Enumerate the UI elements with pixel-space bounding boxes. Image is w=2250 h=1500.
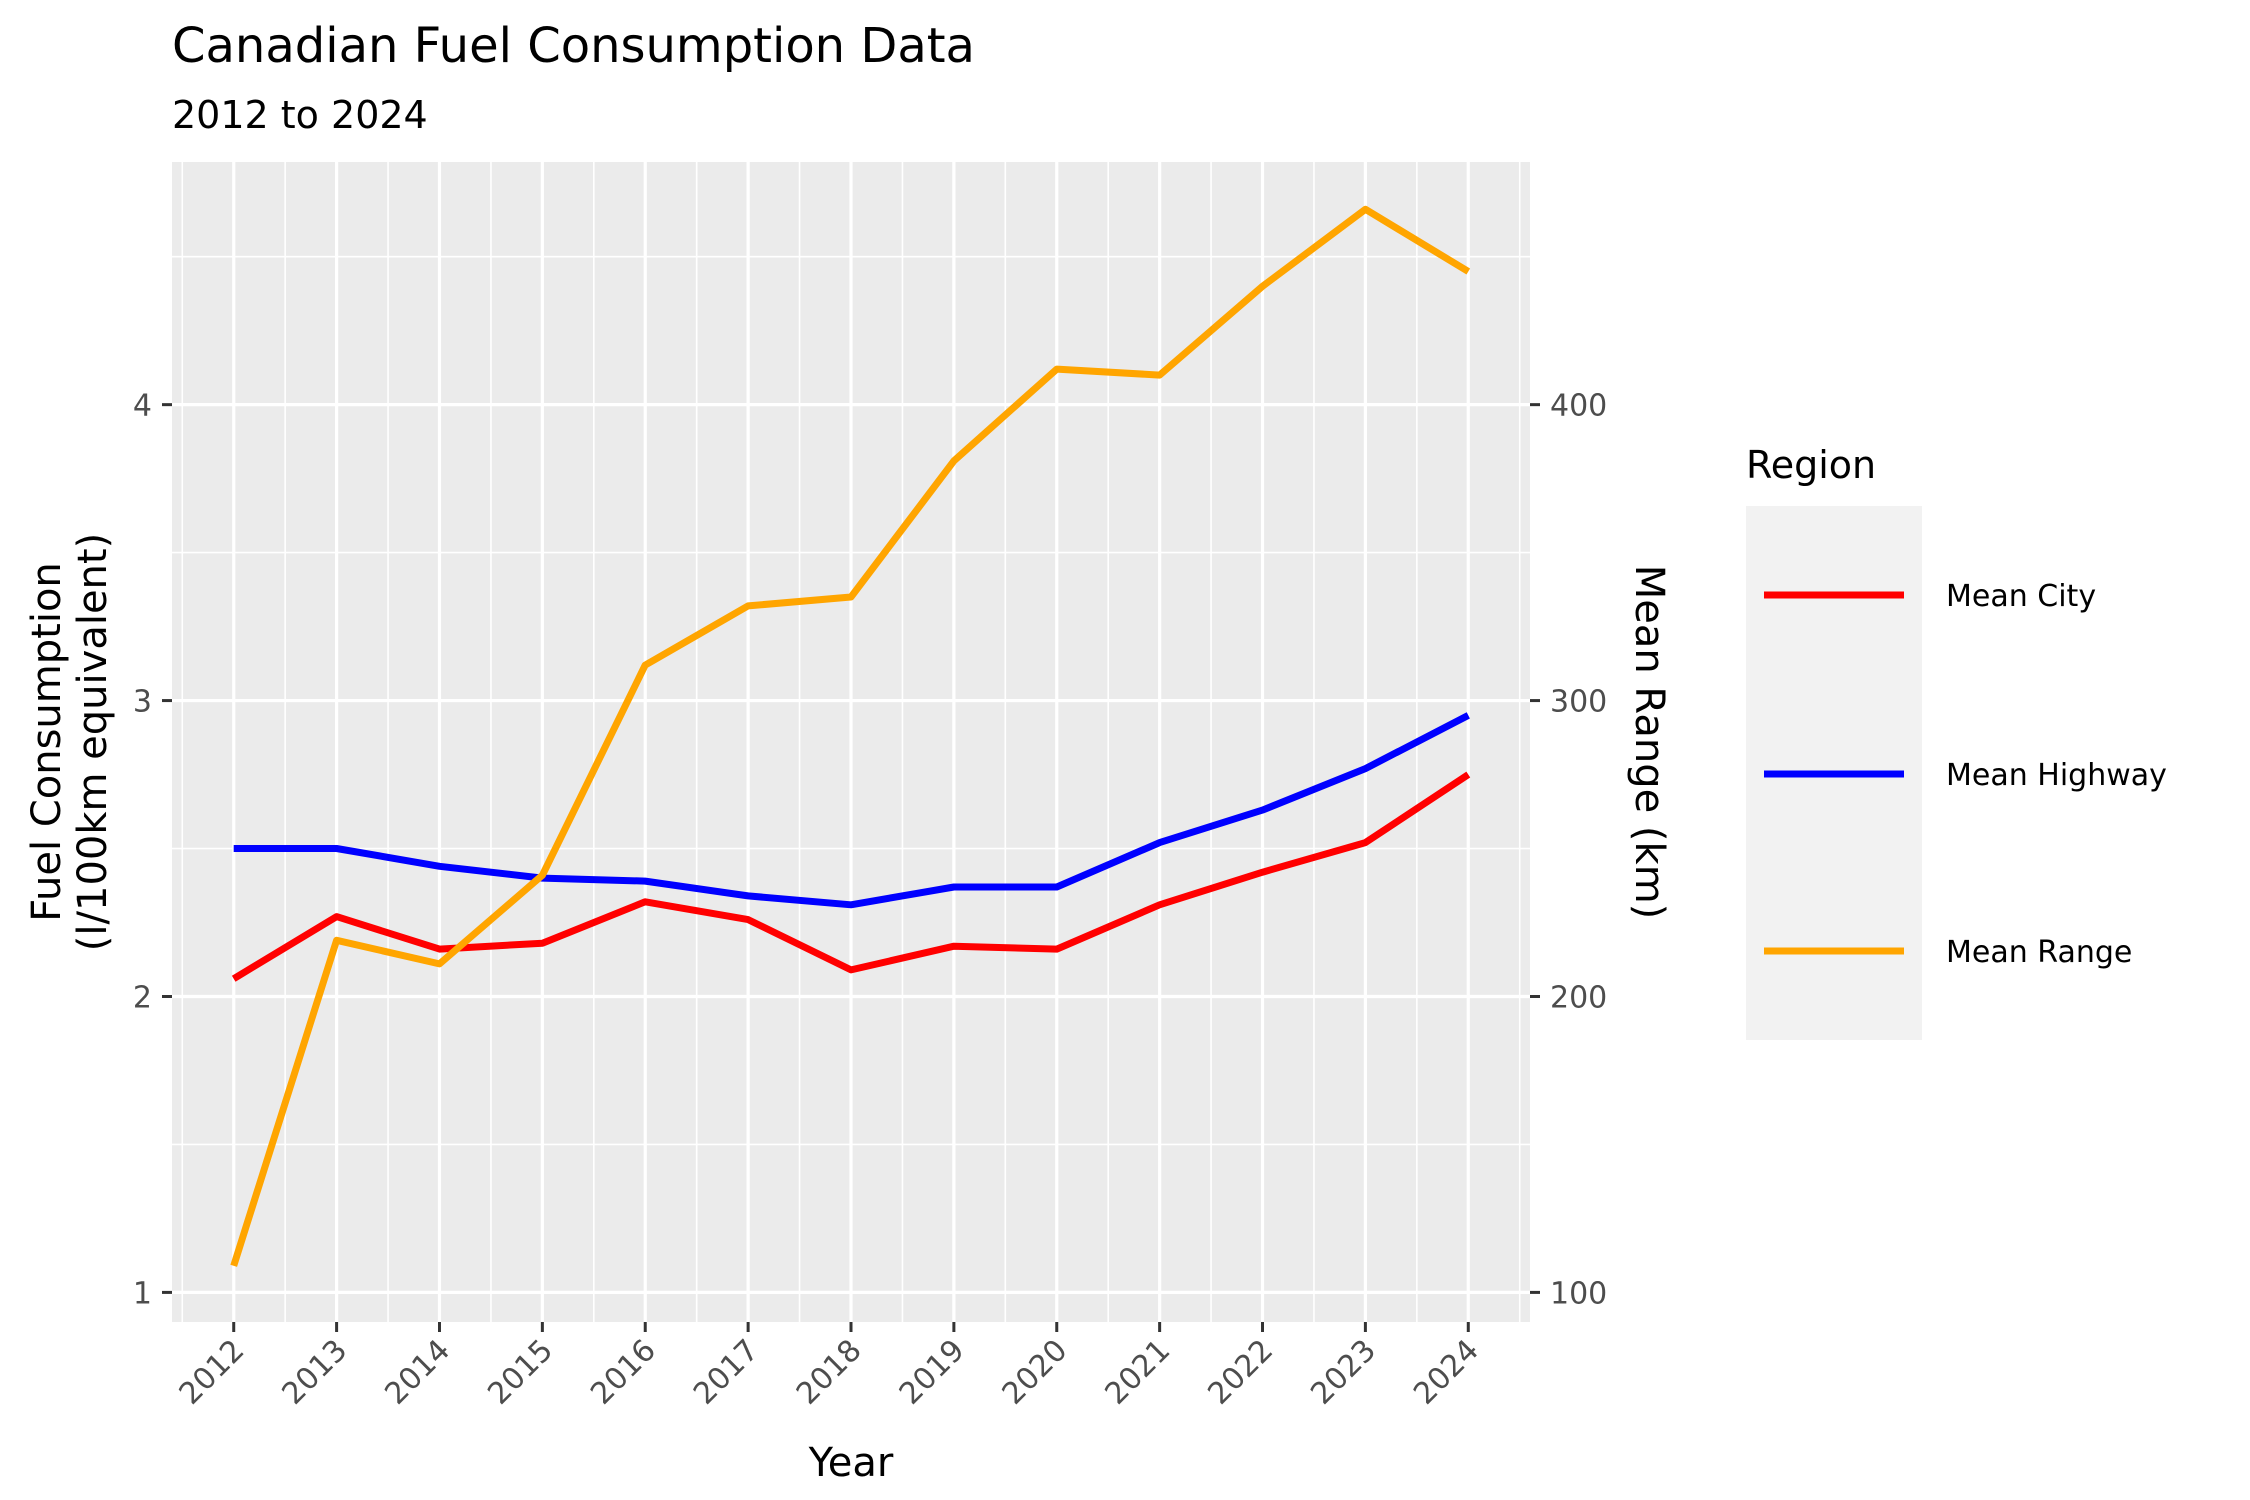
y-axis-title-line2: (l/100km equivalent) xyxy=(70,533,116,951)
y2-tick-label: 300 xyxy=(1550,685,1607,720)
x-tick-label: 2012 xyxy=(173,1333,252,1412)
x-tick-label: 2023 xyxy=(1304,1333,1383,1412)
legend: Region Mean City Mean Highway Mean Range xyxy=(1746,443,2167,1040)
x-axis: 2012 2013 2014 2015 2016 2017 2018 2019 2020 2021… xyxy=(173,1322,1486,1412)
legend-label: Mean Range xyxy=(1946,935,2132,970)
chart-title: Canadian Fuel Consumption Data xyxy=(172,18,975,74)
y2-tick-label: 400 xyxy=(1550,389,1607,424)
y2-axis-title: Mean Range (km) xyxy=(1626,565,1672,920)
x-tick-label: 2019 xyxy=(893,1333,972,1412)
x-tick-label: 2018 xyxy=(790,1333,869,1412)
legend-label: Mean Highway xyxy=(1946,758,2167,793)
y-axis-title-line1: Fuel Consumption xyxy=(24,562,70,922)
series-line-mean-city xyxy=(231,771,1471,982)
legend-label: Mean City xyxy=(1946,579,2096,614)
chart-subtitle: 2012 to 2024 xyxy=(172,93,428,137)
left-axis: 1 2 3 4 xyxy=(133,389,172,1311)
x-tick-label: 2014 xyxy=(378,1333,457,1412)
y-tick-label: 1 xyxy=(133,1276,152,1311)
y-tick-label: 4 xyxy=(133,389,152,424)
x-tick-label: 2021 xyxy=(1099,1333,1178,1412)
x-tick-label: 2016 xyxy=(584,1333,663,1412)
y-tick-label: 2 xyxy=(133,980,152,1015)
x-tick-label: 2024 xyxy=(1407,1333,1486,1412)
y2-tick-label: 200 xyxy=(1550,980,1607,1015)
x-axis-title: Year xyxy=(808,1440,894,1486)
series-line-mean-highway xyxy=(233,712,1470,909)
x-tick-label: 2013 xyxy=(276,1333,355,1412)
legend-title: Region xyxy=(1746,443,1876,487)
y-tick-label: 3 xyxy=(133,685,152,720)
x-tick-label: 2022 xyxy=(1201,1333,1280,1412)
grid-lines xyxy=(172,162,1530,1322)
x-tick-label: 2017 xyxy=(687,1333,766,1412)
series-line-mean-range xyxy=(230,205,1471,1267)
y2-tick-label: 100 xyxy=(1550,1276,1607,1311)
x-tick-label: 2015 xyxy=(481,1333,560,1412)
x-tick-label: 2020 xyxy=(996,1333,1075,1412)
right-axis: 100 200 300 400 xyxy=(1530,389,1607,1311)
series-lines xyxy=(230,205,1471,1267)
